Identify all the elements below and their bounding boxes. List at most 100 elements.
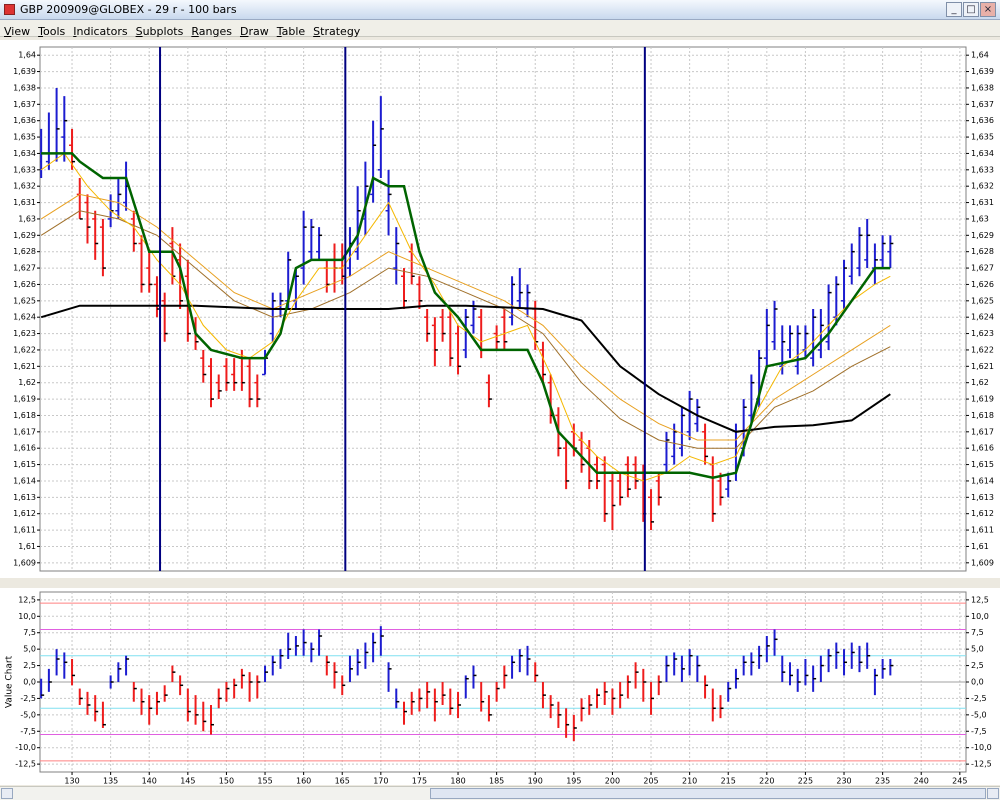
y-tick-label-right: 1,627 bbox=[971, 264, 994, 273]
x-tick-label: 215 bbox=[721, 777, 736, 786]
x-tick-label: 170 bbox=[373, 777, 388, 786]
menu-item[interactable]: Tools bbox=[38, 25, 66, 38]
y-tick-label: 1,631 bbox=[13, 198, 36, 207]
y-tick-label-right: 12,5 bbox=[971, 595, 989, 604]
y-tick-label-right: 1,635 bbox=[971, 133, 994, 142]
title-bar: GBP 200909@GLOBEX - 29 r - 100 bars _ □ … bbox=[0, 0, 1000, 20]
y-tick-label: 1,624 bbox=[13, 313, 36, 322]
x-tick-label: 145 bbox=[180, 777, 195, 786]
y-tick-label: 1,639 bbox=[13, 67, 36, 76]
price-series bbox=[40, 87, 894, 531]
y-tick-label-right: 1,639 bbox=[971, 67, 994, 76]
y-tick-label-right: 1,637 bbox=[971, 100, 994, 109]
y-tick-label-right: 1,62 bbox=[971, 378, 989, 387]
menu-item[interactable]: Subplots bbox=[135, 25, 184, 38]
y-tick-label: 1,621 bbox=[13, 362, 36, 371]
window-title: GBP 200909@GLOBEX - 29 r - 100 bars bbox=[20, 3, 237, 16]
y-tick-label-right: 1,623 bbox=[971, 329, 994, 338]
y-tick-label: 1,64 bbox=[18, 51, 36, 60]
y-tick-label-right: 1,631 bbox=[971, 198, 994, 207]
x-tick-label: 190 bbox=[528, 777, 543, 786]
close-button[interactable]: × bbox=[980, 2, 996, 17]
y-tick-label: 1,609 bbox=[13, 558, 36, 567]
scroll-thumb[interactable] bbox=[430, 788, 986, 799]
x-tick-label: 160 bbox=[296, 777, 311, 786]
menu-item[interactable]: Strategy bbox=[313, 25, 361, 38]
minimize-button[interactable]: _ bbox=[946, 2, 962, 17]
y-tick-label-right: 2,5 bbox=[971, 661, 984, 670]
menu-item[interactable]: View bbox=[4, 25, 31, 38]
y-tick-label: 1,627 bbox=[13, 264, 36, 273]
y-tick-label-right: -10,0 bbox=[971, 743, 992, 752]
x-tick-label: 240 bbox=[914, 777, 929, 786]
y-tick-label-right: 1,64 bbox=[971, 51, 989, 60]
y-tick-label-right: 1,622 bbox=[971, 345, 994, 354]
x-tick-label: 220 bbox=[759, 777, 774, 786]
scroll-left[interactable] bbox=[1, 788, 13, 799]
y-tick-label: 1,617 bbox=[13, 427, 36, 436]
x-tick-label: 185 bbox=[489, 777, 504, 786]
y-tick-label: -12,5 bbox=[15, 760, 36, 769]
y-tick-label-right: 1,609 bbox=[971, 558, 994, 567]
y-tick-label: 1,633 bbox=[13, 165, 36, 174]
y-tick-label: 1,63 bbox=[18, 214, 36, 223]
y-tick-label-right: 0,0 bbox=[971, 678, 984, 687]
y-tick-label: 1,629 bbox=[13, 231, 36, 240]
y-axis-label: Value Chart bbox=[5, 655, 15, 708]
x-tick-label: 175 bbox=[412, 777, 427, 786]
y-tick-label: 1,637 bbox=[13, 100, 36, 109]
y-tick-label-right: 1,638 bbox=[971, 83, 994, 92]
y-tick-label: 1,628 bbox=[13, 247, 36, 256]
scrollbar[interactable] bbox=[0, 786, 1000, 800]
y-tick-label-right: 1,614 bbox=[971, 476, 994, 485]
menu-item[interactable]: Indicators bbox=[73, 25, 128, 38]
x-tick-label: 155 bbox=[257, 777, 272, 786]
y-tick-label-right: 10,0 bbox=[971, 612, 989, 621]
y-tick-label-right: 7,5 bbox=[971, 628, 984, 637]
y-tick-label-right: -5,0 bbox=[971, 710, 987, 719]
x-tick-label: 210 bbox=[682, 777, 697, 786]
chart: 130 135 140 145 150 155 160 165 170 175 180 185 190 1… bbox=[0, 40, 1000, 786]
y-tick-label: 12,5 bbox=[18, 595, 36, 604]
menu-item[interactable]: Ranges bbox=[191, 25, 232, 38]
y-tick-label-right: 1,624 bbox=[971, 313, 994, 322]
y-tick-label: 1,625 bbox=[13, 296, 36, 305]
x-tick-label: 135 bbox=[103, 777, 118, 786]
moving-average-line bbox=[41, 152, 891, 479]
y-tick-label: 1,634 bbox=[13, 149, 36, 158]
y-tick-label: 1,638 bbox=[13, 83, 36, 92]
y-tick-label-right: 1,616 bbox=[971, 444, 994, 453]
app-icon bbox=[4, 4, 15, 15]
y-tick-label: 7,5 bbox=[23, 628, 36, 637]
x-tick-label: 200 bbox=[605, 777, 620, 786]
y-tick-label-right: 1,634 bbox=[971, 149, 994, 158]
y-tick-label: 1,615 bbox=[13, 460, 36, 469]
x-tick-label: 205 bbox=[643, 777, 658, 786]
scroll-right[interactable] bbox=[987, 788, 999, 799]
y-tick-label: 1,635 bbox=[13, 133, 36, 142]
x-tick-label: 140 bbox=[142, 777, 157, 786]
menu-item[interactable]: Table bbox=[276, 25, 306, 38]
x-tick-label: 235 bbox=[875, 777, 890, 786]
y-tick-label-right: 1,633 bbox=[971, 165, 994, 174]
y-tick-label-right: 1,628 bbox=[971, 247, 994, 256]
y-tick-label-right: 1,613 bbox=[971, 493, 994, 502]
y-tick-label: 1,62 bbox=[18, 378, 36, 387]
y-tick-label: -5,0 bbox=[20, 710, 36, 719]
y-tick-label: 1,626 bbox=[13, 280, 36, 289]
moving-average-line bbox=[40, 193, 891, 441]
y-tick-label: 1,619 bbox=[13, 395, 36, 404]
y-tick-label-right: 1,629 bbox=[971, 231, 994, 240]
y-tick-label-right: 1,612 bbox=[971, 509, 994, 518]
x-tick-label: 180 bbox=[450, 777, 465, 786]
x-tick-label: 225 bbox=[798, 777, 813, 786]
x-tick-label: 150 bbox=[219, 777, 234, 786]
y-tick-label-right: 1,621 bbox=[971, 362, 994, 371]
menu-item[interactable]: Draw bbox=[239, 25, 269, 38]
y-tick-label: 1,614 bbox=[13, 476, 36, 485]
y-tick-label-right: 1,617 bbox=[971, 427, 994, 436]
y-tick-label-right: 1,63 bbox=[971, 214, 989, 223]
maximize-button[interactable]: □ bbox=[963, 2, 979, 17]
y-tick-label-right: 1,632 bbox=[971, 182, 994, 191]
y-tick-label-right: -12,5 bbox=[971, 760, 992, 769]
